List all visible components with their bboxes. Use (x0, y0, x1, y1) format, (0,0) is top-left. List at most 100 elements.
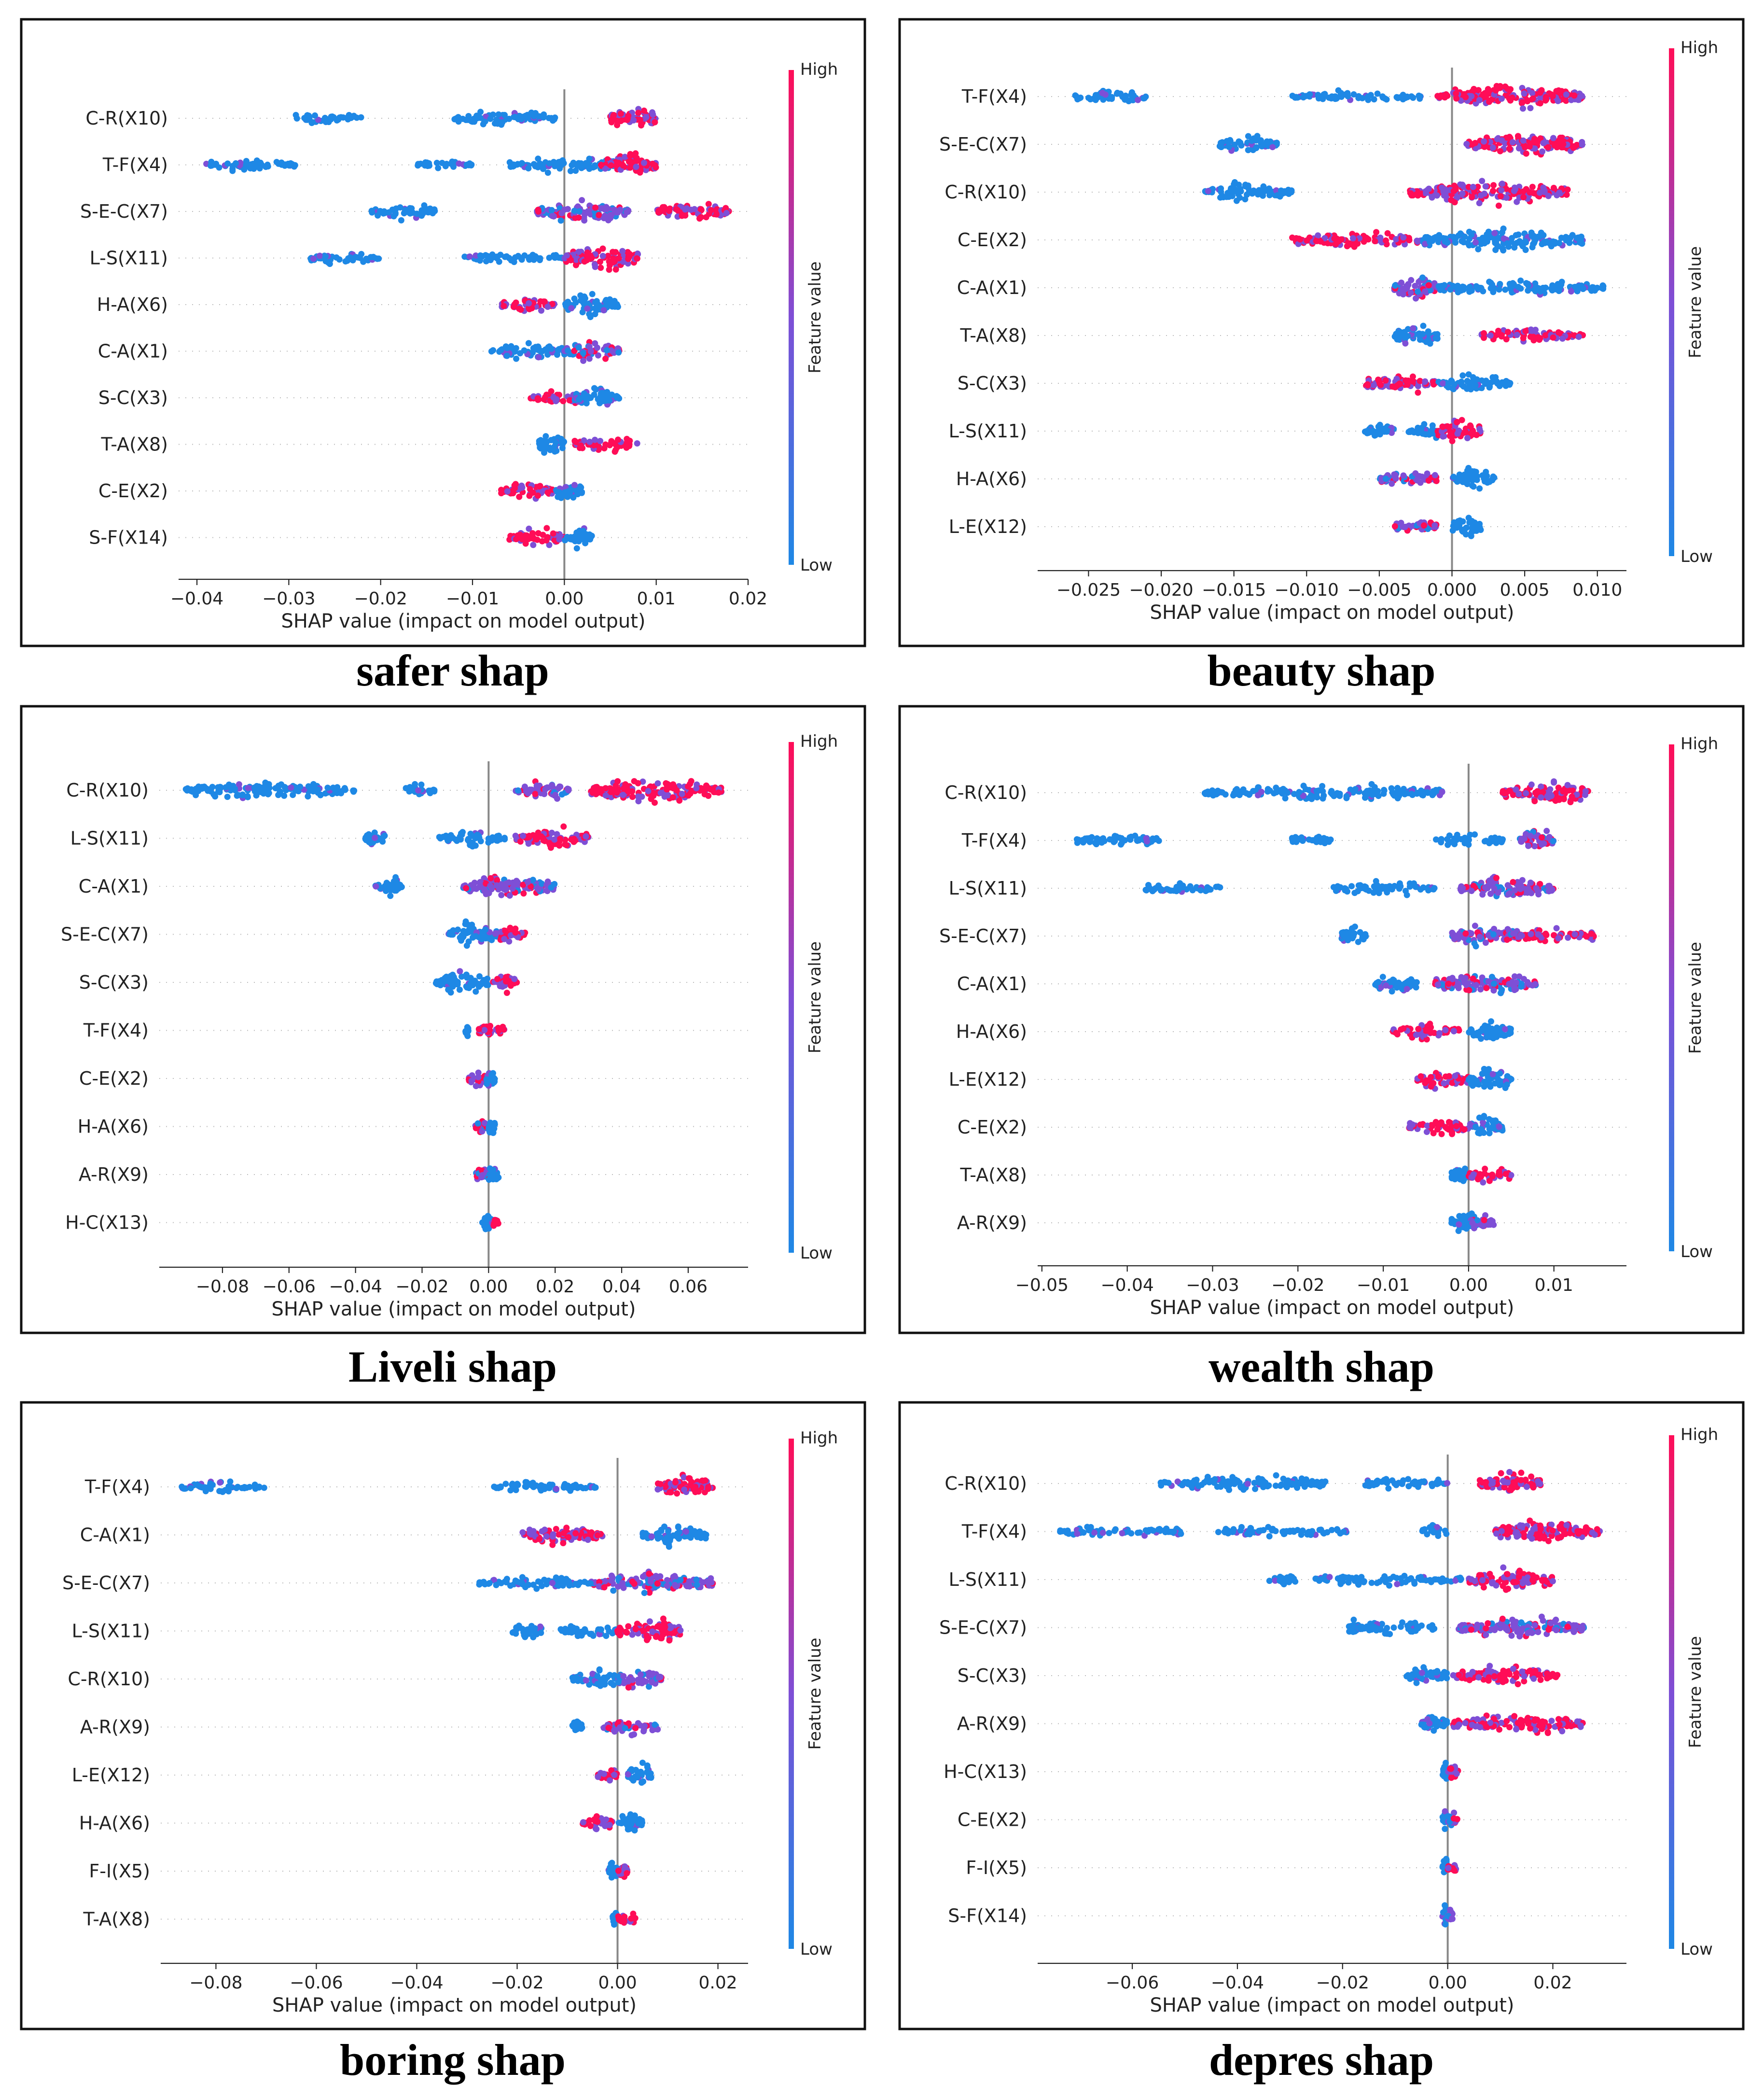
shap-dot (1499, 181, 1505, 187)
shap-dot (594, 307, 600, 313)
shap-dot (1217, 194, 1223, 201)
shap-dot (584, 305, 591, 312)
shap-dot (550, 530, 556, 537)
shap-dot (568, 305, 575, 311)
shap-dot (1454, 194, 1461, 200)
shap-dot (1501, 790, 1508, 797)
shap-dot (1407, 289, 1414, 296)
shap-dot (1396, 380, 1403, 387)
shap-dot (580, 350, 586, 356)
shap-dot (1509, 139, 1516, 146)
shap-dot (1375, 423, 1382, 430)
shap-dot (1560, 788, 1567, 795)
shap-dot (1409, 373, 1416, 380)
shap-dot (1569, 793, 1575, 800)
shap-dot (603, 204, 610, 210)
shap-dot (1419, 274, 1426, 281)
shap-dot (575, 344, 582, 351)
shap-dot (561, 206, 568, 213)
feature-row-S-C(X3) (528, 385, 623, 408)
shap-dot (1539, 148, 1546, 155)
shap-dot (1379, 93, 1386, 100)
shap-dot (1527, 105, 1534, 112)
feature-row-L-S(X11) (307, 245, 641, 273)
shap-dot (1350, 235, 1356, 242)
x-tick-label: 0.02 (729, 589, 767, 609)
shap-dot (616, 395, 623, 402)
shap-dot (698, 214, 705, 221)
shap-dot (1472, 382, 1479, 389)
shap-dot (481, 1027, 488, 1034)
shap-dot (1436, 94, 1443, 100)
shap-dot (598, 162, 604, 168)
shap-dot (1473, 283, 1480, 290)
feature-label: T-F(X4) (83, 1020, 149, 1041)
shap-dot (606, 397, 612, 404)
shap-dot (1545, 144, 1552, 151)
shap-dot (403, 785, 409, 792)
feature-label: H-A(X6) (78, 1116, 149, 1137)
shap-dot (625, 260, 631, 267)
shap-dot (571, 437, 578, 444)
shap-dot (1373, 229, 1380, 236)
shap-dot (580, 357, 587, 364)
x-tick-label: 0.00 (469, 1277, 508, 1297)
shap-dot (466, 253, 473, 260)
shap-dot (312, 112, 318, 119)
shap-dot (1490, 289, 1497, 295)
shap-dot (1273, 187, 1279, 194)
shap-dot (572, 214, 579, 221)
shap-dot (322, 253, 329, 260)
shap-dot (519, 484, 526, 491)
shap-dot (387, 893, 394, 899)
shap-dot (558, 435, 565, 442)
shap-dot (1497, 280, 1503, 287)
shap-dot (1537, 100, 1543, 107)
shap-dot (1317, 238, 1324, 245)
shap-dot (635, 110, 642, 116)
shap-dot (586, 355, 593, 362)
shap-dot (477, 981, 484, 988)
shap-dot (1369, 791, 1376, 798)
shap-dot (1306, 91, 1313, 98)
shap-dot (592, 299, 598, 306)
shap-dot (239, 792, 246, 798)
shap-dot (632, 150, 639, 157)
shap-dot (1264, 788, 1271, 795)
shap-dot (611, 448, 618, 455)
shap-dot (465, 1028, 472, 1034)
shap-dot (315, 786, 321, 793)
shap-dot (1362, 794, 1368, 801)
shap-dot (1431, 472, 1438, 478)
shap-dot (1519, 99, 1526, 106)
shap-dot (552, 792, 559, 798)
shap-dot (1554, 192, 1560, 198)
shap-dot (1399, 523, 1406, 530)
shap-dot (1412, 470, 1419, 477)
shap-dot (609, 392, 615, 398)
shap-dot (1393, 331, 1400, 337)
shap-dot (526, 525, 532, 532)
shap-dot (1492, 239, 1499, 246)
x-tick-label: 0.06 (669, 1277, 708, 1297)
shap-dot (1564, 782, 1571, 788)
shap-dot (404, 209, 411, 215)
shap-dot (437, 835, 444, 842)
shap-dot (1575, 334, 1582, 340)
shap-dot (1304, 237, 1310, 244)
shap-dot (397, 882, 403, 888)
shap-dot (310, 255, 317, 262)
shap-dot (520, 832, 526, 839)
shap-dot (547, 844, 554, 851)
shap-dot (1548, 793, 1555, 799)
shap-dot (1412, 282, 1418, 289)
shap-dot (259, 786, 265, 793)
x-tick-label: −0.02 (354, 589, 407, 609)
shap-dot (574, 162, 581, 168)
shap-dot (512, 254, 519, 261)
shap-dot (472, 252, 479, 259)
shap-dot (1250, 788, 1257, 795)
shap-dot (1262, 141, 1269, 148)
shap-dot (599, 245, 606, 252)
shap-dot (193, 785, 199, 792)
